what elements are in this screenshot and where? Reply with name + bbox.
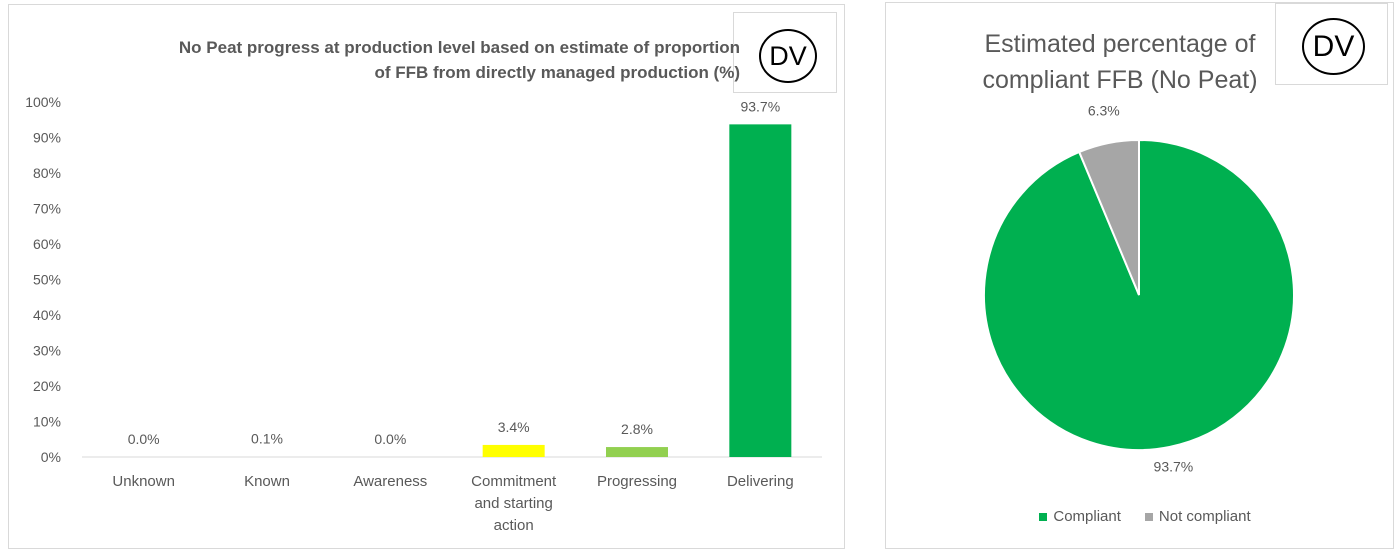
pie-chart-title-line-1: Estimated percentage of [984, 30, 1256, 58]
category-label: Commitment [471, 473, 557, 490]
y-tick-label: 80% [33, 165, 61, 181]
bar-chart-title: No Peat progress at production level bas… [60, 35, 740, 85]
bar-chart-panel [8, 4, 845, 549]
y-tick-label: 90% [33, 130, 61, 146]
category-label: Known [244, 473, 290, 490]
y-tick-label: 100% [25, 94, 61, 110]
y-tick-label: 0% [41, 449, 61, 465]
pie-slice-1 [1077, 138, 1140, 296]
category-label: Unknown [112, 473, 175, 490]
pie-data-label: 93.7% [1154, 459, 1194, 475]
y-tick-label: 10% [33, 414, 61, 430]
bar-3 [482, 444, 545, 457]
y-tick-label: 40% [33, 307, 61, 323]
data-label: 0.1% [251, 431, 283, 447]
pie-legend: Compliant Not compliant [1020, 508, 1270, 525]
data-label: 3.4% [498, 419, 530, 435]
category-label: and starting [474, 495, 552, 512]
data-label: 93.7% [740, 98, 780, 114]
pie-chart-title-line-2: compliant FFB (No Peat) [982, 66, 1258, 94]
category-label: action [494, 517, 534, 534]
data-label: 2.8% [621, 421, 653, 437]
legend-swatch-compliant [1039, 512, 1048, 521]
bar-4 [606, 447, 668, 457]
dv-badge: DV [759, 29, 817, 83]
legend-swatch-not-compliant [1144, 512, 1153, 521]
legend-label-compliant: Compliant [1053, 508, 1121, 525]
y-tick-label: 20% [33, 378, 61, 394]
dv-badge: DV [1302, 18, 1365, 75]
legend-label-not-compliant: Not compliant [1158, 508, 1251, 525]
y-tick-label: 70% [33, 201, 61, 217]
category-label: Awareness [353, 473, 427, 490]
pie-chart-title: Estimated percentage of compliant FFB (N… [960, 26, 1280, 98]
y-tick-label: 30% [33, 343, 61, 359]
legend-item-not-compliant: Not compliant [1144, 508, 1251, 525]
data-label: 0.0% [128, 431, 160, 447]
pie-data-label: 6.3% [1088, 102, 1120, 118]
category-label: Delivering [727, 473, 794, 490]
bar-chart-title-line-1: No Peat progress at production level bas… [178, 38, 740, 57]
bar-5 [729, 124, 792, 458]
y-tick-label: 50% [33, 272, 61, 288]
category-label: Progressing [597, 473, 677, 490]
data-label: 0.0% [374, 431, 406, 447]
legend-item-compliant: Compliant [1039, 508, 1121, 525]
y-tick-label: 60% [33, 236, 61, 252]
bar-chart-title-line-2: of FFB from directly managed production … [374, 63, 740, 82]
